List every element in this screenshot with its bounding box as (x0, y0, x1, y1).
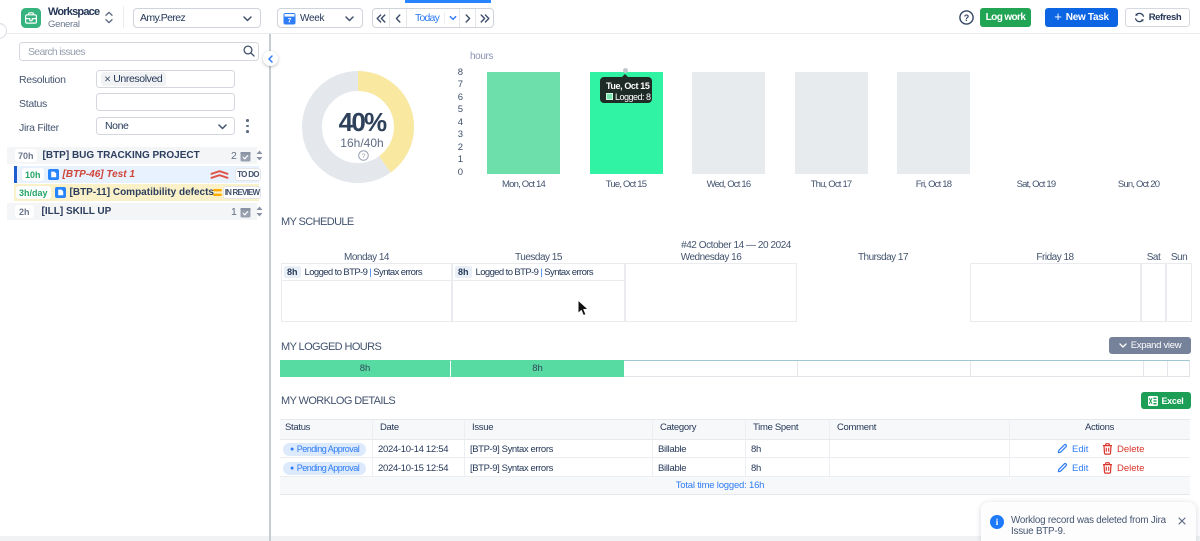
svg-text:?: ? (964, 13, 970, 23)
svg-text:?: ? (362, 153, 366, 160)
svg-text:7: 7 (288, 17, 292, 24)
